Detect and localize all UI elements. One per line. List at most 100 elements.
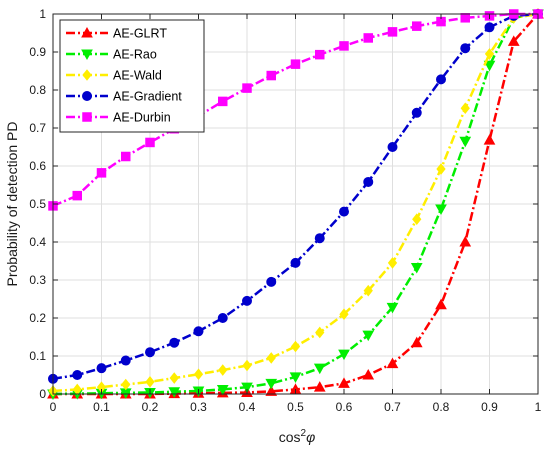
legend-label: AE-Rao: [113, 48, 157, 62]
data-point-ae-wald: [412, 213, 422, 226]
data-point-ae-durbin: [218, 96, 228, 107]
legend-entry-ae-rao: AE-Rao: [66, 48, 157, 62]
data-point-ae-rao: [265, 378, 278, 390]
data-point-ae-gradient: [460, 43, 471, 54]
x-tick-label: 0.1: [93, 400, 110, 414]
data-point-ae-durbin: [412, 21, 422, 31]
data-point-ae-wald: [387, 257, 398, 269]
data-point-ae-glrt: [459, 235, 472, 247]
data-point-ae-gradient: [217, 313, 228, 323]
x-axis-label-symbol: φ: [306, 429, 315, 445]
data-point-ae-durbin: [315, 49, 325, 60]
data-point-ae-gradient: [120, 355, 131, 366]
data-point-ae-durbin: [121, 151, 131, 162]
data-point-ae-rao: [483, 60, 496, 72]
y-tick-label: 0.1: [29, 349, 46, 363]
data-point-ae-rao: [410, 262, 423, 274]
data-point-ae-gradient: [387, 142, 398, 152]
data-point-ae-durbin: [145, 137, 155, 148]
legend-label: AE-GLRT: [113, 27, 167, 41]
data-point-ae-rao: [216, 384, 229, 396]
data-point-ae-durbin: [387, 27, 398, 37]
legend-marker: [81, 26, 93, 38]
x-tick-label: 0.2: [142, 400, 159, 414]
data-point-ae-rao: [289, 372, 302, 383]
data-point-ae-durbin: [363, 33, 373, 43]
data-point-ae-glrt: [435, 298, 447, 310]
x-axis-label-base: cos: [279, 429, 301, 445]
data-point-ae-glrt: [386, 357, 399, 369]
data-point-ae-durbin: [242, 83, 252, 93]
data-point-ae-glrt: [362, 368, 375, 380]
data-point-ae-wald: [363, 284, 373, 297]
legend-entry-ae-durbin: AE-Durbin: [66, 111, 171, 125]
data-point-ae-gradient: [242, 295, 252, 306]
y-tick-label: 0.7: [29, 121, 46, 135]
data-point-ae-durbin: [290, 59, 301, 69]
data-point-ae-rao: [313, 363, 326, 375]
data-point-ae-rao: [338, 349, 350, 361]
x-axis-label-sup: 2: [301, 428, 307, 439]
x-tick-label: 0.6: [336, 400, 353, 414]
data-point-ae-wald: [218, 364, 228, 376]
y-axis-label: Probability of detection PD: [4, 122, 20, 287]
data-point-ae-wald: [484, 48, 495, 60]
data-point-ae-durbin: [96, 168, 107, 178]
y-tick-label: 1: [39, 7, 46, 21]
data-point-ae-gradient: [193, 326, 204, 337]
y-tick-label: 0.9: [29, 45, 46, 59]
data-point-ae-gradient: [314, 233, 325, 244]
data-point-ae-wald: [193, 368, 204, 381]
legend-entry-ae-glrt: AE-GLRT: [66, 27, 167, 41]
data-point-ae-glrt: [483, 134, 496, 145]
data-point-ae-glrt: [313, 381, 326, 392]
data-point-ae-glrt: [507, 35, 520, 46]
x-tick-label: 0.4: [239, 400, 256, 414]
data-point-ae-rao: [362, 330, 375, 342]
legend-entry-ae-gradient: AE-Gradient: [66, 90, 182, 104]
data-point-ae-glrt: [265, 385, 278, 396]
series-ae-gradient: [48, 9, 543, 384]
x-tick-label: 0.9: [481, 400, 498, 414]
data-point-ae-wald: [266, 352, 276, 364]
series-layer: [47, 7, 544, 401]
data-point-ae-gradient: [96, 363, 107, 374]
data-point-ae-glrt: [410, 336, 423, 348]
data-point-ae-wald: [169, 372, 179, 384]
data-point-ae-gradient: [266, 276, 277, 287]
legend-label: AE-Wald: [113, 69, 162, 83]
x-tick-label: 0.3: [190, 400, 207, 414]
data-point-ae-gradient: [411, 107, 422, 118]
data-point-ae-gradient: [363, 176, 374, 187]
data-point-ae-durbin: [339, 41, 349, 51]
data-point-ae-wald: [242, 359, 252, 372]
legend: AE-GLRT AE-Rao AE-Wald AE-Gradient AE-Durbin: [59, 19, 205, 133]
data-point-ae-gradient: [339, 206, 349, 217]
data-point-ae-gradient: [436, 74, 446, 85]
x-tick-label: 1: [535, 400, 542, 414]
y-tick-label: 0.6: [29, 159, 46, 173]
data-point-ae-gradient: [72, 370, 83, 380]
data-point-ae-wald: [436, 163, 446, 175]
axis-ticks: 0 0.1 0.2 0.3 0.4 0.5 0.6 0.7 0.8 0.9 1 0 0.1 0.2 0.3 0…: [29, 7, 541, 414]
legend-marker: [81, 49, 93, 61]
legend-marker: [82, 112, 92, 122]
data-point-ae-gradient: [169, 337, 180, 348]
y-tick-label: 0.2: [29, 311, 46, 325]
series-line-ae-durbin: [52, 12, 538, 208]
y-tick-label: 0: [39, 387, 46, 401]
legend-entry-ae-wald: AE-Wald: [66, 69, 162, 83]
y-tick-label: 0.5: [29, 197, 46, 211]
legend-marker: [82, 69, 92, 81]
data-point-ae-durbin: [460, 13, 470, 23]
x-axis-label: cos2φ: [279, 428, 316, 445]
y-tick-label: 0.3: [29, 273, 46, 287]
x-tick-label: 0.8: [433, 400, 450, 414]
data-point-ae-wald: [460, 102, 470, 115]
legend-label: AE-Durbin: [113, 111, 171, 125]
data-point-ae-rao: [435, 204, 447, 215]
y-tick-label: 0.4: [29, 235, 46, 249]
data-point-ae-glrt: [338, 377, 350, 388]
data-point-ae-wald: [339, 308, 349, 321]
